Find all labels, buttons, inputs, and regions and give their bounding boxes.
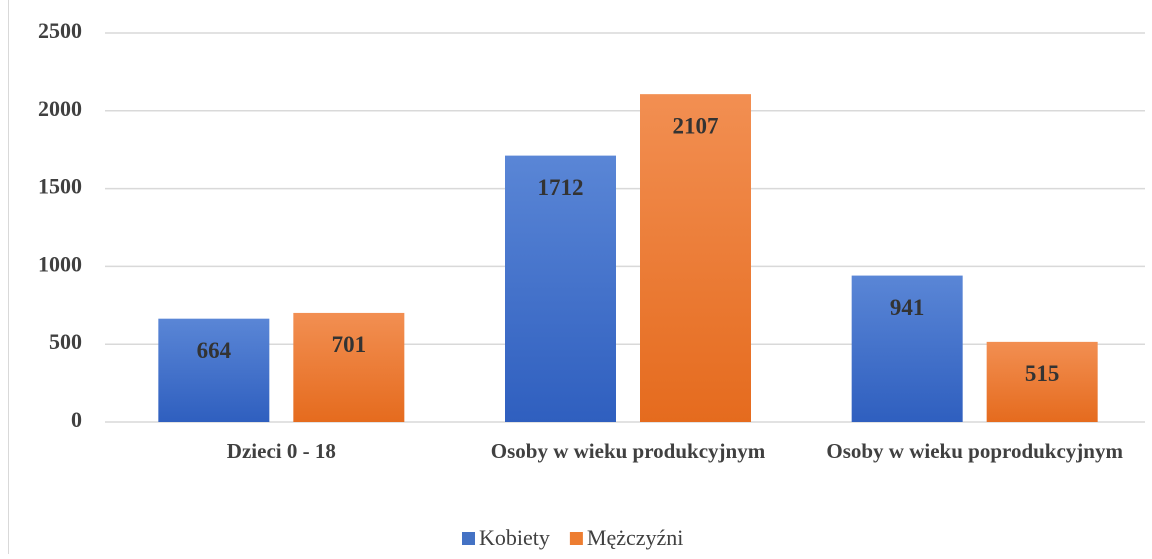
legend-swatch bbox=[569, 532, 583, 545]
x-tick-label: Osoby w wieku poprodukcyjnym bbox=[826, 439, 1123, 463]
legend-label: Kobiety bbox=[479, 525, 550, 550]
data-label: 701 bbox=[332, 332, 367, 357]
bar bbox=[640, 94, 751, 422]
y-tick-label: 0 bbox=[71, 407, 82, 432]
bar bbox=[505, 155, 616, 422]
bar bbox=[851, 275, 963, 422]
x-tick-label: Osoby w wieku produkcyjnym bbox=[491, 439, 766, 463]
data-label: 1712 bbox=[538, 175, 584, 200]
legend-swatch bbox=[462, 532, 475, 545]
bar bbox=[293, 312, 405, 422]
legend-label: Mężczyźni bbox=[587, 525, 684, 550]
y-tick-label: 1500 bbox=[38, 174, 82, 199]
y-tick-label: 2500 bbox=[38, 18, 82, 43]
y-tick-label: 500 bbox=[49, 329, 82, 354]
y-tick-label: 1000 bbox=[38, 251, 82, 276]
data-label: 515 bbox=[1025, 361, 1060, 386]
data-label: 2107 bbox=[673, 113, 719, 138]
x-tick-label: Dzieci 0 - 18 bbox=[227, 439, 336, 463]
bar bbox=[986, 341, 1098, 422]
data-label: 664 bbox=[197, 338, 232, 363]
y-tick-label: 2000 bbox=[38, 96, 82, 121]
data-label: 941 bbox=[890, 295, 925, 320]
bar bbox=[158, 318, 270, 422]
